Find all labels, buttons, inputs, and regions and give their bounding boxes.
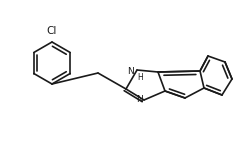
Text: N: N xyxy=(127,67,134,75)
Text: Cl: Cl xyxy=(47,26,57,36)
Text: N: N xyxy=(136,94,142,103)
Text: H: H xyxy=(137,72,143,81)
